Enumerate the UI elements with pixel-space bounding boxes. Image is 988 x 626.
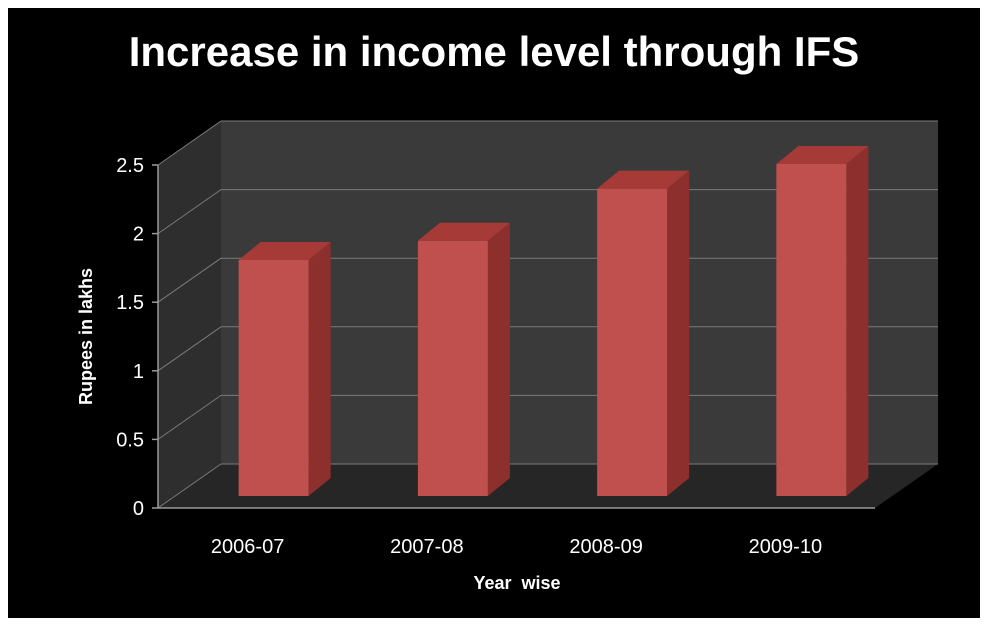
gridline-diagonal bbox=[157, 257, 222, 303]
gridline-diagonal bbox=[157, 120, 222, 166]
bar-front bbox=[417, 240, 488, 496]
bar bbox=[238, 242, 331, 496]
gridline-diagonal bbox=[157, 394, 222, 440]
bar-front bbox=[597, 188, 668, 496]
y-axis-title: Rupees in lakhs bbox=[76, 268, 96, 405]
bar-side bbox=[846, 145, 869, 496]
x-tick-label: 2008-09 bbox=[569, 536, 642, 558]
bar-side bbox=[667, 170, 690, 496]
bar bbox=[776, 145, 869, 496]
bar-top bbox=[776, 145, 869, 164]
y-tick-label: 1 bbox=[133, 361, 144, 383]
bar-top bbox=[417, 222, 510, 241]
x-tick-label: 2006-07 bbox=[211, 536, 284, 558]
bar bbox=[417, 222, 510, 497]
side-wall bbox=[158, 121, 221, 508]
gridline-diagonal bbox=[157, 326, 222, 372]
y-tick-label: 2 bbox=[133, 224, 144, 246]
x-tick-label: 2007-08 bbox=[390, 536, 463, 558]
bar-side bbox=[308, 242, 331, 496]
bar-front bbox=[776, 163, 847, 496]
bars bbox=[238, 145, 869, 497]
gridline-diagonal bbox=[157, 463, 222, 509]
gridline-diagonal bbox=[157, 189, 222, 235]
bar-top bbox=[238, 242, 331, 261]
bar-front bbox=[238, 260, 309, 496]
bar-top bbox=[597, 170, 690, 189]
y-tick-label: 0.5 bbox=[116, 429, 144, 451]
floor bbox=[158, 464, 938, 508]
chart-walls bbox=[158, 121, 938, 508]
bar-side bbox=[487, 222, 510, 497]
bar bbox=[597, 170, 690, 496]
x-tick-label: 2009-10 bbox=[749, 536, 822, 558]
back-wall bbox=[221, 121, 938, 464]
y-tick-label: 1.5 bbox=[116, 292, 144, 314]
y-tick-label: 0 bbox=[133, 498, 144, 520]
chart-title: Increase in income level through IFS bbox=[128, 28, 860, 75]
x-tick-labels: 2006-07 2007-08 2008-09 2009-10 bbox=[211, 536, 822, 558]
y-tick-labels: 0 0.5 1 1.5 2 2.5 bbox=[116, 155, 144, 520]
x-axis-title: Year wise bbox=[473, 573, 560, 593]
y-tick-label: 2.5 bbox=[116, 155, 144, 177]
